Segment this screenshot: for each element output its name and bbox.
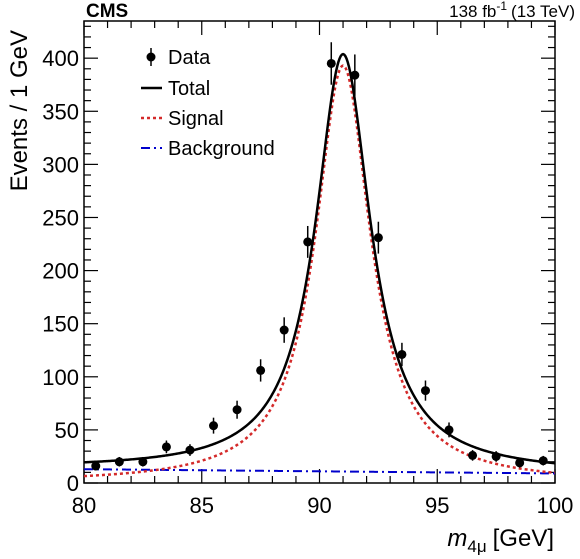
x-tick-label: 100 — [537, 493, 574, 518]
x-tick-label: 95 — [425, 493, 449, 518]
data-point-marker — [209, 421, 219, 431]
y-tick-label: 50 — [55, 418, 79, 443]
experiment-label: CMS — [86, 1, 128, 22]
data-point — [161, 440, 171, 454]
data-point — [185, 444, 195, 456]
data-point-marker — [279, 325, 289, 335]
legend: Data Total Signal Background — [141, 47, 275, 160]
y-tick-label: 0 — [67, 471, 79, 496]
data-point-marker — [114, 457, 124, 467]
data-point — [279, 317, 289, 343]
data-point-marker — [326, 58, 336, 68]
legend-item-data: Data — [146, 47, 211, 69]
y-tick-label: 300 — [42, 152, 79, 177]
x-tick-label: 80 — [72, 493, 96, 518]
legend-item-signal: Signal — [141, 108, 224, 130]
data-point-marker — [397, 349, 407, 359]
y-axis-ticks: 0 50 100 150 200 250 300 350 400 — [42, 25, 555, 496]
data-point — [397, 342, 407, 367]
data-point-marker — [185, 445, 195, 455]
data-point — [326, 42, 336, 85]
y-tick-label: 200 — [42, 259, 79, 284]
data-point-marker — [468, 450, 478, 460]
data-point-marker — [138, 457, 148, 467]
total-curve — [84, 52, 555, 465]
x-axis-title: m4μ [GeV] — [447, 525, 554, 556]
data-point-marker — [373, 233, 383, 243]
legend-label-data: Data — [168, 47, 211, 69]
legend-label-signal: Signal — [168, 108, 224, 130]
data-point-marker — [256, 365, 266, 375]
signal-curve — [84, 64, 555, 478]
data-point — [444, 422, 454, 438]
data-point-marker — [444, 425, 454, 435]
data-point-marker — [538, 456, 548, 466]
legend-label-total: Total — [168, 78, 210, 100]
data-point — [303, 225, 313, 258]
x-tick-label: 90 — [307, 493, 331, 518]
data-point — [256, 359, 266, 382]
data-point — [515, 458, 525, 468]
luminosity-label: 138 fb-1 (13 TeV) — [449, 0, 575, 21]
data-point — [91, 461, 101, 471]
y-tick-label: 100 — [42, 365, 79, 390]
plot-frame — [83, 20, 556, 484]
data-points — [91, 42, 548, 471]
x-tick-label: 85 — [190, 493, 214, 518]
data-point-marker — [91, 461, 101, 471]
data-point — [114, 456, 124, 467]
data-point — [468, 450, 478, 461]
y-axis-title: Events / 1 GeV — [6, 30, 33, 191]
y-tick-label: 250 — [42, 205, 79, 230]
data-point-marker — [491, 451, 501, 461]
data-point — [138, 456, 148, 467]
data-point-marker — [303, 237, 313, 247]
data-point-marker — [420, 386, 430, 396]
data-point — [373, 221, 383, 254]
data-point — [209, 417, 219, 434]
x-axis-ticks: 80 85 90 95 100 — [72, 21, 574, 518]
data-point-marker — [161, 442, 171, 452]
data-point-marker — [232, 405, 242, 415]
y-tick-label: 350 — [42, 99, 79, 124]
data-point — [420, 380, 430, 401]
data-point — [491, 451, 501, 462]
data-point-marker — [515, 458, 525, 468]
plot-border — [83, 20, 556, 484]
data-point — [350, 54, 360, 96]
legend-label-background: Background — [168, 138, 275, 160]
y-tick-label: 400 — [42, 46, 79, 71]
data-point — [232, 400, 242, 419]
data-point — [538, 455, 548, 466]
y-tick-label: 150 — [42, 312, 79, 337]
legend-item-total: Total — [141, 78, 210, 100]
legend-item-background: Background — [141, 138, 275, 160]
data-point-marker — [350, 70, 360, 80]
